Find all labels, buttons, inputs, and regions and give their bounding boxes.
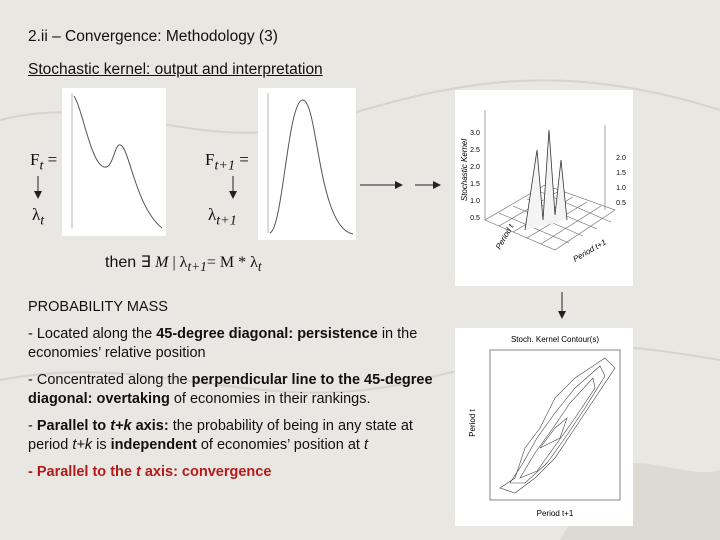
title: 2.ii – Convergence: Methodology (3) [28, 28, 278, 45]
tick-label: 2.0 [616, 155, 626, 162]
body-text: PROBABILITY MASS - Located along the 45-… [28, 298, 438, 482]
bullet: - Parallel to t+k axis: the probability … [28, 417, 438, 455]
subscript: t+1 [216, 212, 237, 229]
tick-label: 1.5 [470, 181, 480, 188]
symbol: = [43, 150, 58, 169]
symbol: λ [32, 205, 41, 224]
text-run: t [363, 437, 368, 453]
equation-part: then ∃ [105, 254, 156, 271]
text-run: Parallel to [36, 418, 111, 434]
text-run: independent [110, 437, 197, 453]
formula-f-t: Ft = [30, 150, 57, 174]
heading: PROBABILITY MASS [28, 299, 168, 315]
tick-label: 1.0 [616, 185, 626, 192]
formula-lambda-t: λt [32, 205, 44, 229]
equation: then ∃ M | λt+1= M * λt [105, 252, 262, 275]
tick-label: 3.0 [470, 130, 480, 137]
plot-title: Stoch. Kernel Contour(s) [511, 335, 599, 344]
tick-label: 1.5 [616, 170, 626, 177]
text-run: t+k [72, 437, 93, 453]
symbol: λ [208, 205, 217, 224]
text-run: the probability of being in any state at… [28, 418, 413, 453]
text-run: perpendicular line to the 45-degree diag… [28, 372, 433, 407]
equation-part: = M * λ [206, 254, 258, 271]
density-plot-t [62, 88, 166, 236]
text-run: of economies’ position at [196, 437, 364, 453]
equation-part: | λ [168, 254, 188, 271]
text-run: axis: convergence [140, 464, 272, 480]
equation-part: M [155, 254, 169, 271]
text-run: is [92, 437, 111, 453]
bullet: - Located along the 45-degree diagonal: … [28, 325, 438, 363]
symbol: = [235, 150, 249, 169]
symbol: F [30, 150, 40, 169]
text-run: - Concentrated along the [28, 372, 192, 388]
formula-f-t1: Ft+1 = [205, 150, 249, 174]
y-axis-label: Period t [468, 408, 477, 436]
tick-label: 2.5 [470, 147, 480, 154]
tick-label: 0.5 [616, 200, 626, 207]
subscript: t [39, 157, 44, 174]
text-run: of economies in their rankings. [169, 391, 371, 407]
tick-label: 2.0 [470, 164, 480, 171]
z-axis-label: Stochastic Kernel [460, 139, 469, 201]
bullet: - Concentrated along the perpendicular l… [28, 371, 438, 409]
bullet: - Parallel to the t axis: convergence [28, 463, 438, 482]
formula-lambda-t1: λt+1 [208, 205, 237, 229]
tick-label: 0.5 [470, 215, 480, 222]
text-run: axis: [131, 418, 169, 434]
text-run: 45-degree diagonal: persistence [156, 326, 378, 342]
symbol: F [205, 150, 215, 169]
tick-label: 1.0 [470, 198, 480, 205]
subtitle: Stochastic kernel: output and interpreta… [28, 61, 323, 78]
text-run: t+k [110, 418, 132, 434]
equation-part: t [257, 259, 262, 275]
contour-plot: Stoch. Kernel Contour(s) Period t Period t… [455, 328, 633, 526]
text-run: in the economies’ relative position [28, 326, 418, 361]
text-run: t [135, 464, 141, 480]
subscript: t+1 [214, 157, 236, 174]
density-plot-t1 [258, 88, 356, 240]
text-run: - Parallel to the [28, 464, 136, 480]
equation-part: t+1 [187, 259, 207, 275]
text-run: - Located along the [28, 326, 157, 342]
x-axis-label: Period t+1 [537, 509, 574, 518]
subscript: t [40, 212, 45, 229]
text-run: - [28, 418, 37, 434]
